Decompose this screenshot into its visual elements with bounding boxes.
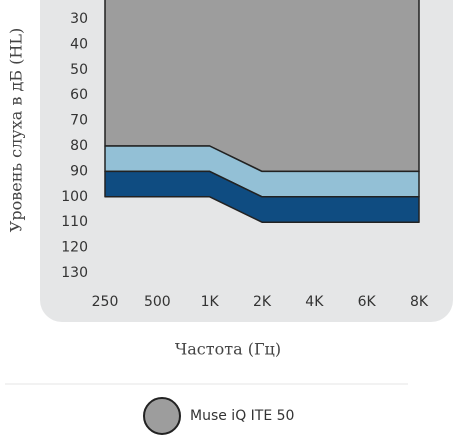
band xyxy=(104,170,420,223)
legend-swatch xyxy=(143,397,181,435)
y-tick-label: 130 xyxy=(61,265,88,281)
x-tick-label: 500 xyxy=(144,294,171,310)
x-tick-label: 1K xyxy=(201,294,220,310)
y-tick-label: 100 xyxy=(61,189,88,205)
y-tick-label: 30 xyxy=(70,11,88,27)
legend-label: Muse iQ ITE 50 xyxy=(190,408,294,424)
x-tick-label: 8K xyxy=(410,294,429,310)
y-tick-label: 60 xyxy=(70,87,88,103)
x-tick-label: 2K xyxy=(253,294,272,310)
y-tick-label: 80 xyxy=(70,138,88,154)
y-tick-label: 70 xyxy=(70,113,88,129)
y-tick-label: 50 xyxy=(70,62,88,78)
x-tick-label: 6K xyxy=(358,294,377,310)
y-axis-label: Уровень слуха в дБ (HL) xyxy=(7,28,26,232)
y-tick-label: 120 xyxy=(61,240,88,256)
y-tick-label: 40 xyxy=(70,36,88,52)
x-axis-label: Частота (Гц) xyxy=(175,340,281,359)
y-tick-label: 110 xyxy=(61,214,88,230)
x-tick-label: 4K xyxy=(305,294,324,310)
x-tick-label: 250 xyxy=(92,294,119,310)
y-tick-label: 90 xyxy=(70,163,88,179)
